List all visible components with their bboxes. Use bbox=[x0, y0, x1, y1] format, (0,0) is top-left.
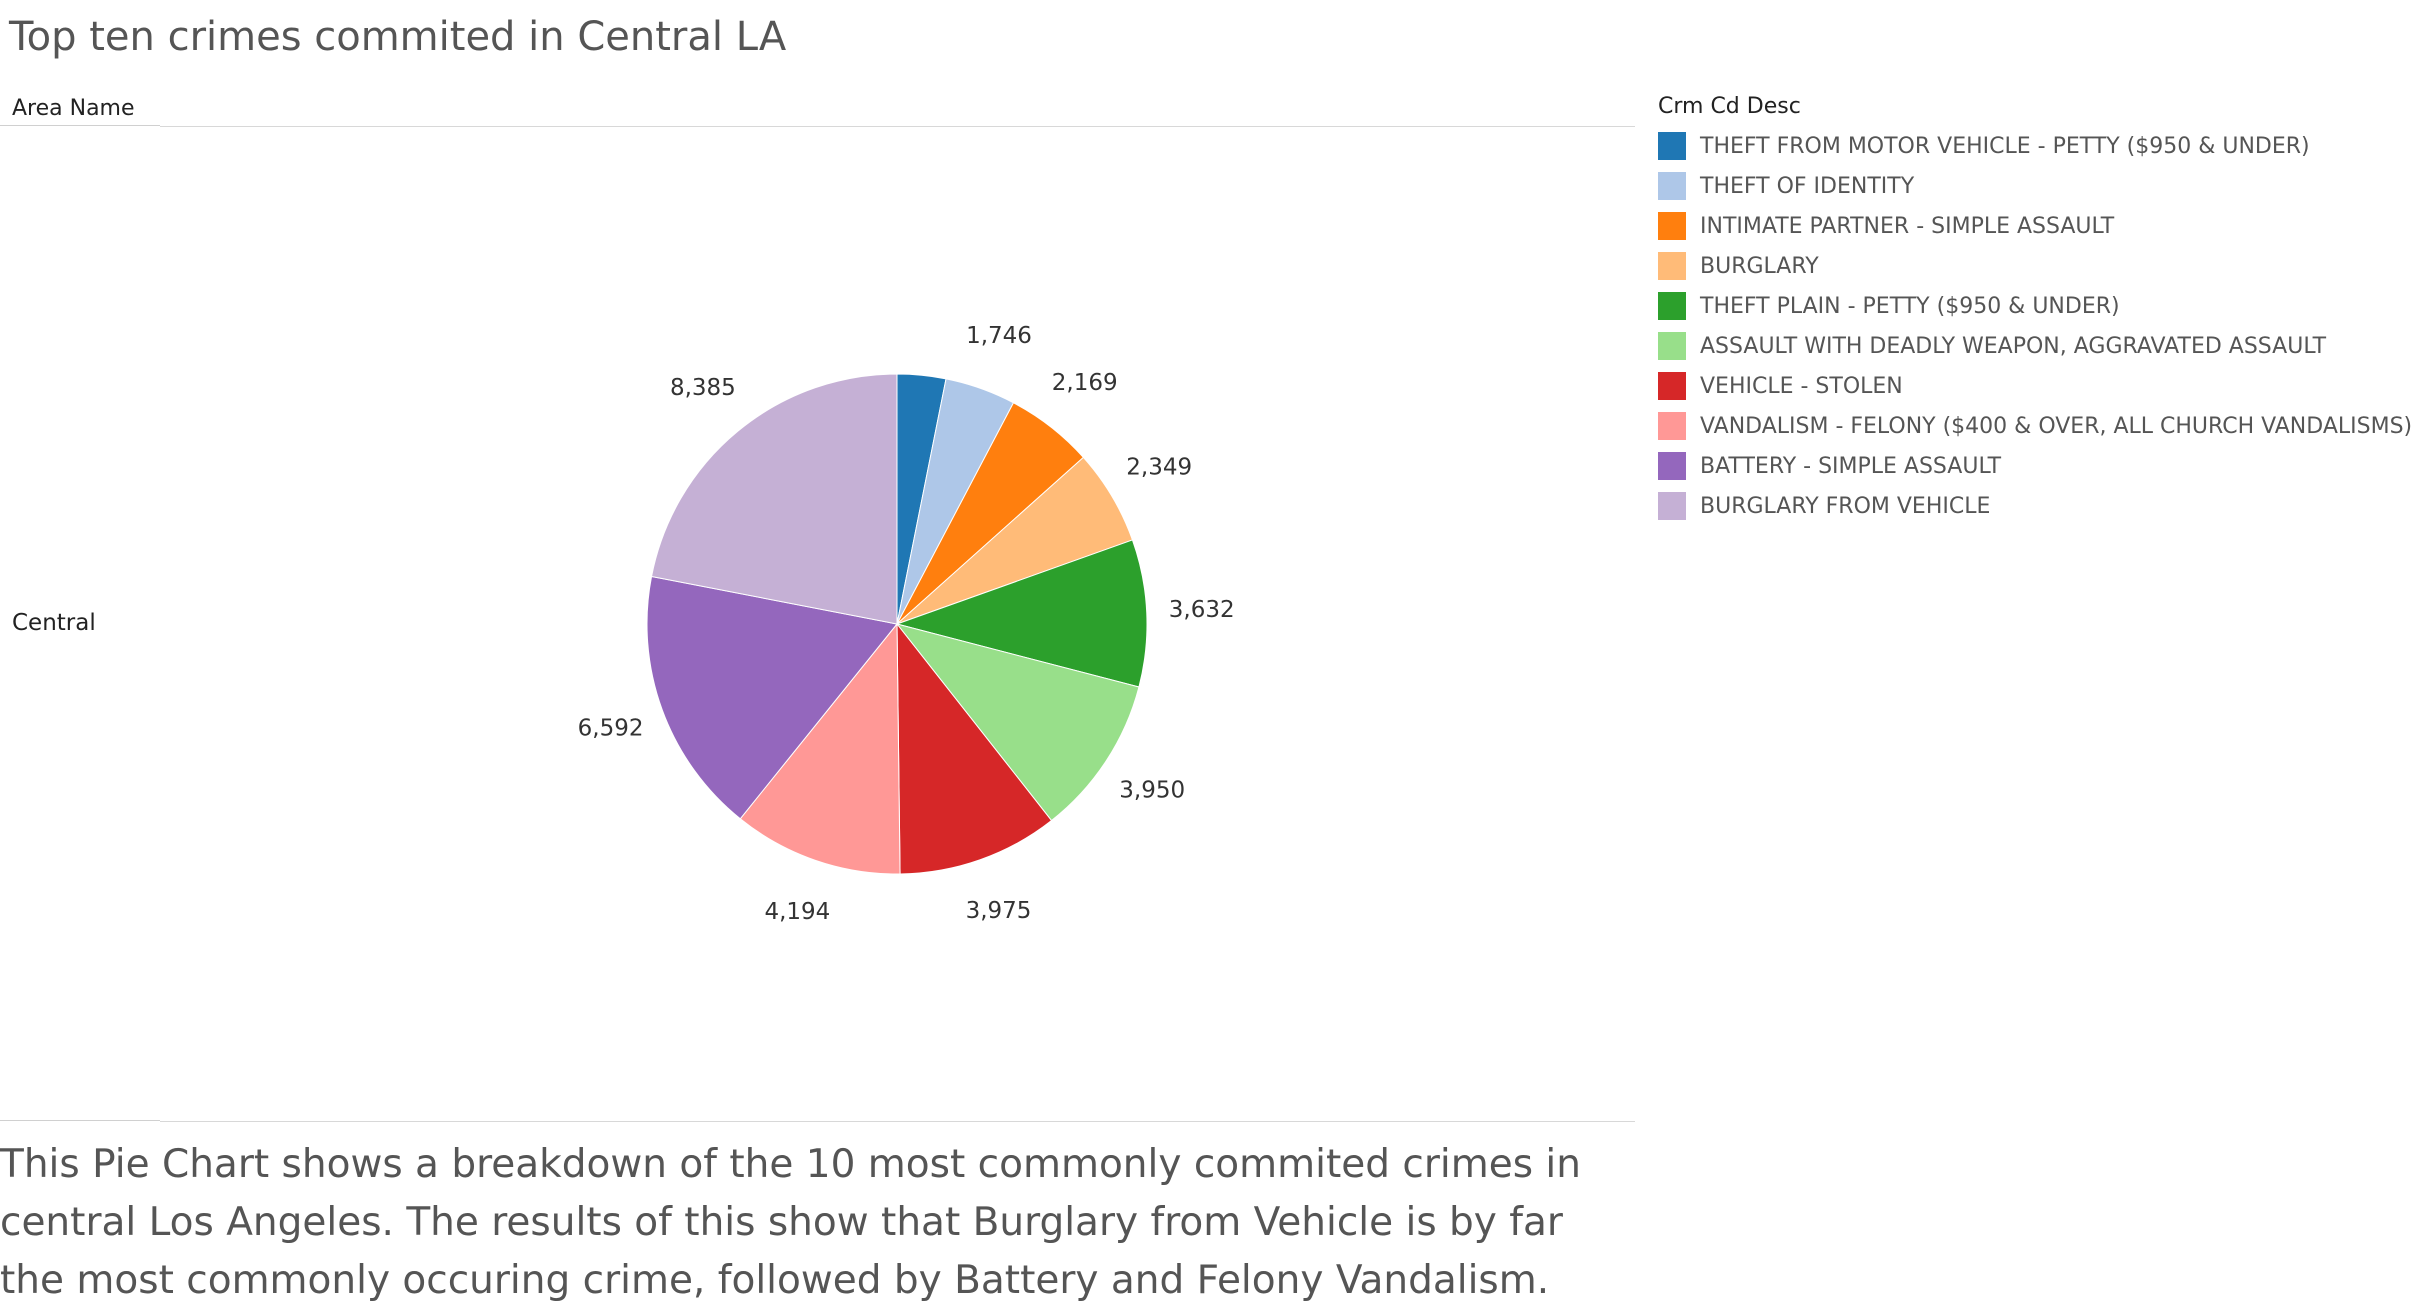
footer-divider-left bbox=[0, 1120, 160, 1121]
legend-label: THEFT PLAIN - PETTY ($950 & UNDER) bbox=[1700, 293, 2120, 319]
slice-value-label: 3,632 bbox=[1169, 597, 1235, 623]
legend-item[interactable]: THEFT PLAIN - PETTY ($950 & UNDER) bbox=[1658, 286, 2412, 326]
legend-item[interactable]: BATTERY - SIMPLE ASSAULT bbox=[1658, 446, 2412, 486]
pie-slices bbox=[646, 373, 1148, 875]
row-label-central: Central bbox=[12, 610, 96, 636]
legend-swatch bbox=[1658, 412, 1686, 440]
row-header-underline bbox=[0, 125, 160, 126]
chart-caption: This Pie Chart shows a breakdown of the … bbox=[0, 1142, 1581, 1303]
legend: Crm Cd Desc THEFT FROM MOTOR VEHICLE - P… bbox=[1658, 94, 2412, 526]
pie-slice-10[interactable] bbox=[650, 373, 898, 625]
legend-label: BURGLARY FROM VEHICLE bbox=[1700, 493, 1991, 519]
legend-item[interactable]: VANDALISM - FELONY ($400 & OVER, ALL CHU… bbox=[1658, 406, 2412, 446]
legend-item[interactable]: BURGLARY bbox=[1658, 246, 2412, 286]
slice-value-label: 3,950 bbox=[1119, 778, 1185, 804]
legend-item[interactable]: BURGLARY FROM VEHICLE bbox=[1658, 486, 2412, 526]
slice-value-label: 1,746 bbox=[966, 323, 1032, 349]
legend-swatch bbox=[1658, 452, 1686, 480]
legend-swatch bbox=[1658, 252, 1686, 280]
legend-swatch bbox=[1658, 372, 1686, 400]
chart-title: Top ten crimes commited in Central LA bbox=[9, 14, 787, 60]
pie-slice-6[interactable] bbox=[895, 623, 1140, 822]
legend-item[interactable]: ASSAULT WITH DEADLY WEAPON, AGGRAVATED A… bbox=[1658, 326, 2412, 366]
legend-item[interactable]: THEFT OF IDENTITY bbox=[1658, 166, 2412, 206]
slice-value-label: 3,975 bbox=[966, 898, 1032, 924]
legend-swatch bbox=[1658, 172, 1686, 200]
legend-swatch bbox=[1658, 132, 1686, 160]
legend-item[interactable]: VEHICLE - STOLEN bbox=[1658, 366, 2412, 406]
slice-value-label: 8,385 bbox=[670, 375, 736, 401]
legend-swatch bbox=[1658, 212, 1686, 240]
pie-slice-7[interactable] bbox=[896, 622, 1053, 875]
legend-label: BATTERY - SIMPLE ASSAULT bbox=[1700, 453, 2002, 479]
pie-slice-9[interactable] bbox=[646, 575, 898, 820]
legend-item[interactable]: THEFT FROM MOTOR VEHICLE - PETTY ($950 &… bbox=[1658, 126, 2412, 166]
legend-item[interactable]: INTIMATE PARTNER - SIMPLE ASSAULT bbox=[1658, 206, 2412, 246]
pie-slice-8[interactable] bbox=[739, 622, 901, 875]
legend-label: ASSAULT WITH DEADLY WEAPON, AGGRAVATED A… bbox=[1700, 333, 2327, 359]
legend-items: THEFT FROM MOTOR VEHICLE - PETTY ($950 &… bbox=[1658, 126, 2412, 526]
slice-value-label: 2,349 bbox=[1126, 455, 1192, 481]
legend-label: BURGLARY bbox=[1700, 253, 1819, 279]
header-divider bbox=[160, 126, 1635, 127]
legend-label: THEFT OF IDENTITY bbox=[1700, 173, 1915, 199]
pie-slice-5[interactable] bbox=[895, 539, 1148, 688]
legend-swatch bbox=[1658, 492, 1686, 520]
slice-value-label: 4,194 bbox=[764, 899, 830, 925]
pie-labels: 1,746 2,169 2,349 3,632 3,950 3,975 4,194 6,592… bbox=[578, 323, 1235, 925]
pie-chart: 1,746 2,169 2,349 3,632 3,950 3,975 4,194 6,592… bbox=[578, 323, 1235, 925]
row-header: Area Name bbox=[12, 96, 135, 121]
legend-label: VEHICLE - STOLEN bbox=[1700, 373, 1903, 399]
slice-value-label: 6,592 bbox=[578, 715, 644, 741]
legend-swatch bbox=[1658, 292, 1686, 320]
legend-label: VANDALISM - FELONY ($400 & OVER, ALL CHU… bbox=[1700, 413, 2413, 439]
legend-title: Crm Cd Desc bbox=[1658, 94, 1801, 119]
legend-swatch bbox=[1658, 332, 1686, 360]
legend-label: INTIMATE PARTNER - SIMPLE ASSAULT bbox=[1700, 213, 2115, 239]
footer-divider bbox=[160, 1121, 1635, 1122]
legend-label: THEFT FROM MOTOR VEHICLE - PETTY ($950 &… bbox=[1700, 133, 2310, 159]
slice-value-label: 2,169 bbox=[1052, 370, 1118, 396]
